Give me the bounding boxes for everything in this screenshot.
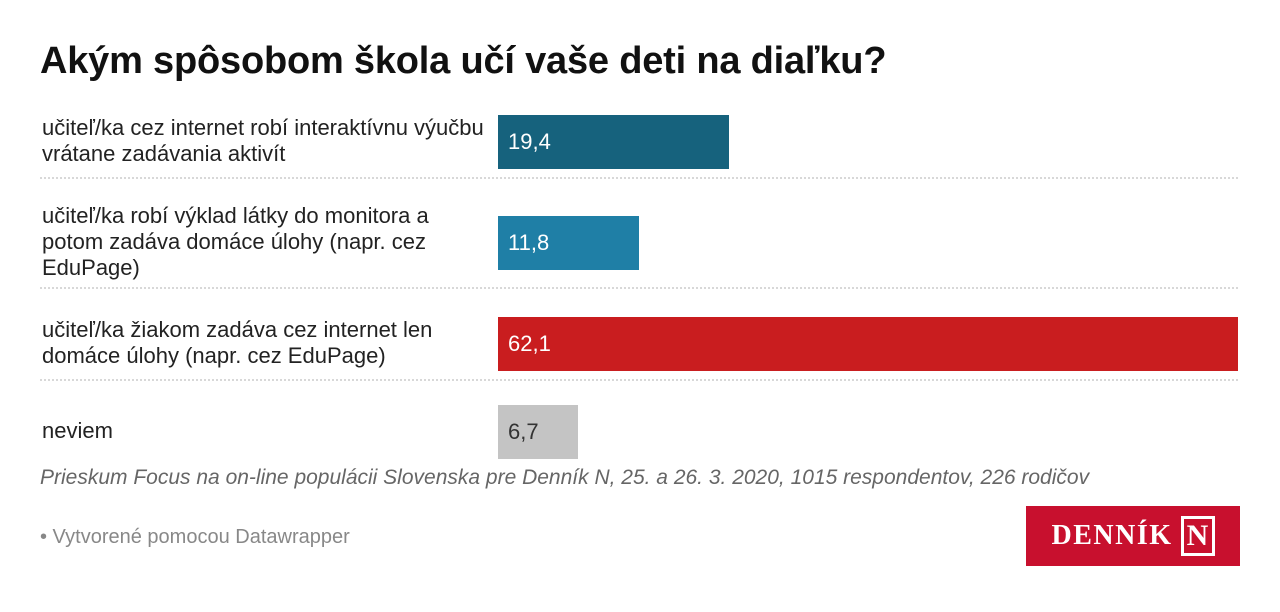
dennik-n-logo[interactable]: DENNÍK N xyxy=(1026,506,1240,566)
datawrapper-credit[interactable]: • Vytvorené pomocou Datawrapper xyxy=(40,526,350,548)
bar-value-label: 6,7 xyxy=(508,419,539,444)
row-separator xyxy=(40,379,1238,381)
logo-n-icon: N xyxy=(1180,516,1215,556)
bar-value-label: 19,4 xyxy=(508,129,551,154)
bar[interactable] xyxy=(498,115,729,169)
bar-value-label: 62,1 xyxy=(508,331,551,356)
bar-row: učiteľ/ka robí výklad látky do monitora … xyxy=(40,196,1240,288)
chart-source: Prieskum Focus na on-line populácii Slov… xyxy=(40,466,1090,489)
category-label: učiteľ/ka cez internet robí interaktívnu… xyxy=(42,115,484,166)
row-separator xyxy=(40,287,1238,289)
bar[interactable] xyxy=(498,405,578,459)
row-separator xyxy=(40,177,1238,179)
chart-title: Akým spôsobom škola učí vaše deti na dia… xyxy=(40,40,887,82)
bar-value-label: 11,8 xyxy=(508,230,550,255)
bar-row: učiteľ/ka cez internet robí interaktívnu… xyxy=(40,104,1240,178)
category-label: učiteľ/ka robí výklad látky do monitora … xyxy=(42,203,429,280)
bar[interactable] xyxy=(498,317,1238,371)
category-label: neviem xyxy=(42,418,113,443)
bar-row: neviem 6,7 xyxy=(40,398,1240,464)
logo-text: DENNÍK xyxy=(1051,520,1173,551)
bar-row: učiteľ/ka žiakom zadáva cez internet len… xyxy=(40,306,1240,380)
bar[interactable] xyxy=(498,216,639,270)
category-label: učiteľ/ka žiakom zadáva cez internet len… xyxy=(42,317,433,368)
